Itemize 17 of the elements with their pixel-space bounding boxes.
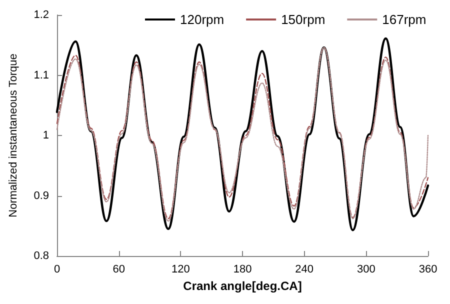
legend-label: 120rpm: [180, 12, 224, 27]
y-tick-label: 0.9: [34, 190, 49, 202]
x-tick-label: 180: [233, 264, 252, 276]
x-tick-label: 0: [54, 264, 60, 276]
y-tick-label: 0.8: [34, 250, 49, 262]
legend-label: 167rpm: [382, 12, 426, 27]
x-tick-label: 60: [112, 264, 125, 276]
legend-label: 150rpm: [281, 12, 326, 27]
y-tick-label: 1.2: [34, 9, 49, 21]
x-tick-label: 240: [295, 264, 314, 276]
y-tick-label: 1: [42, 130, 49, 142]
x-tick-label: 360: [418, 264, 438, 276]
x-axis-title: Crank angle[deg.CA]: [183, 279, 302, 293]
y-tick-label: 1.1: [34, 69, 49, 82]
x-tick-label: 300: [356, 264, 376, 276]
x-tick-label: 120: [171, 264, 190, 276]
y-axis-title: Normalized instantaneous Torque: [8, 54, 20, 218]
